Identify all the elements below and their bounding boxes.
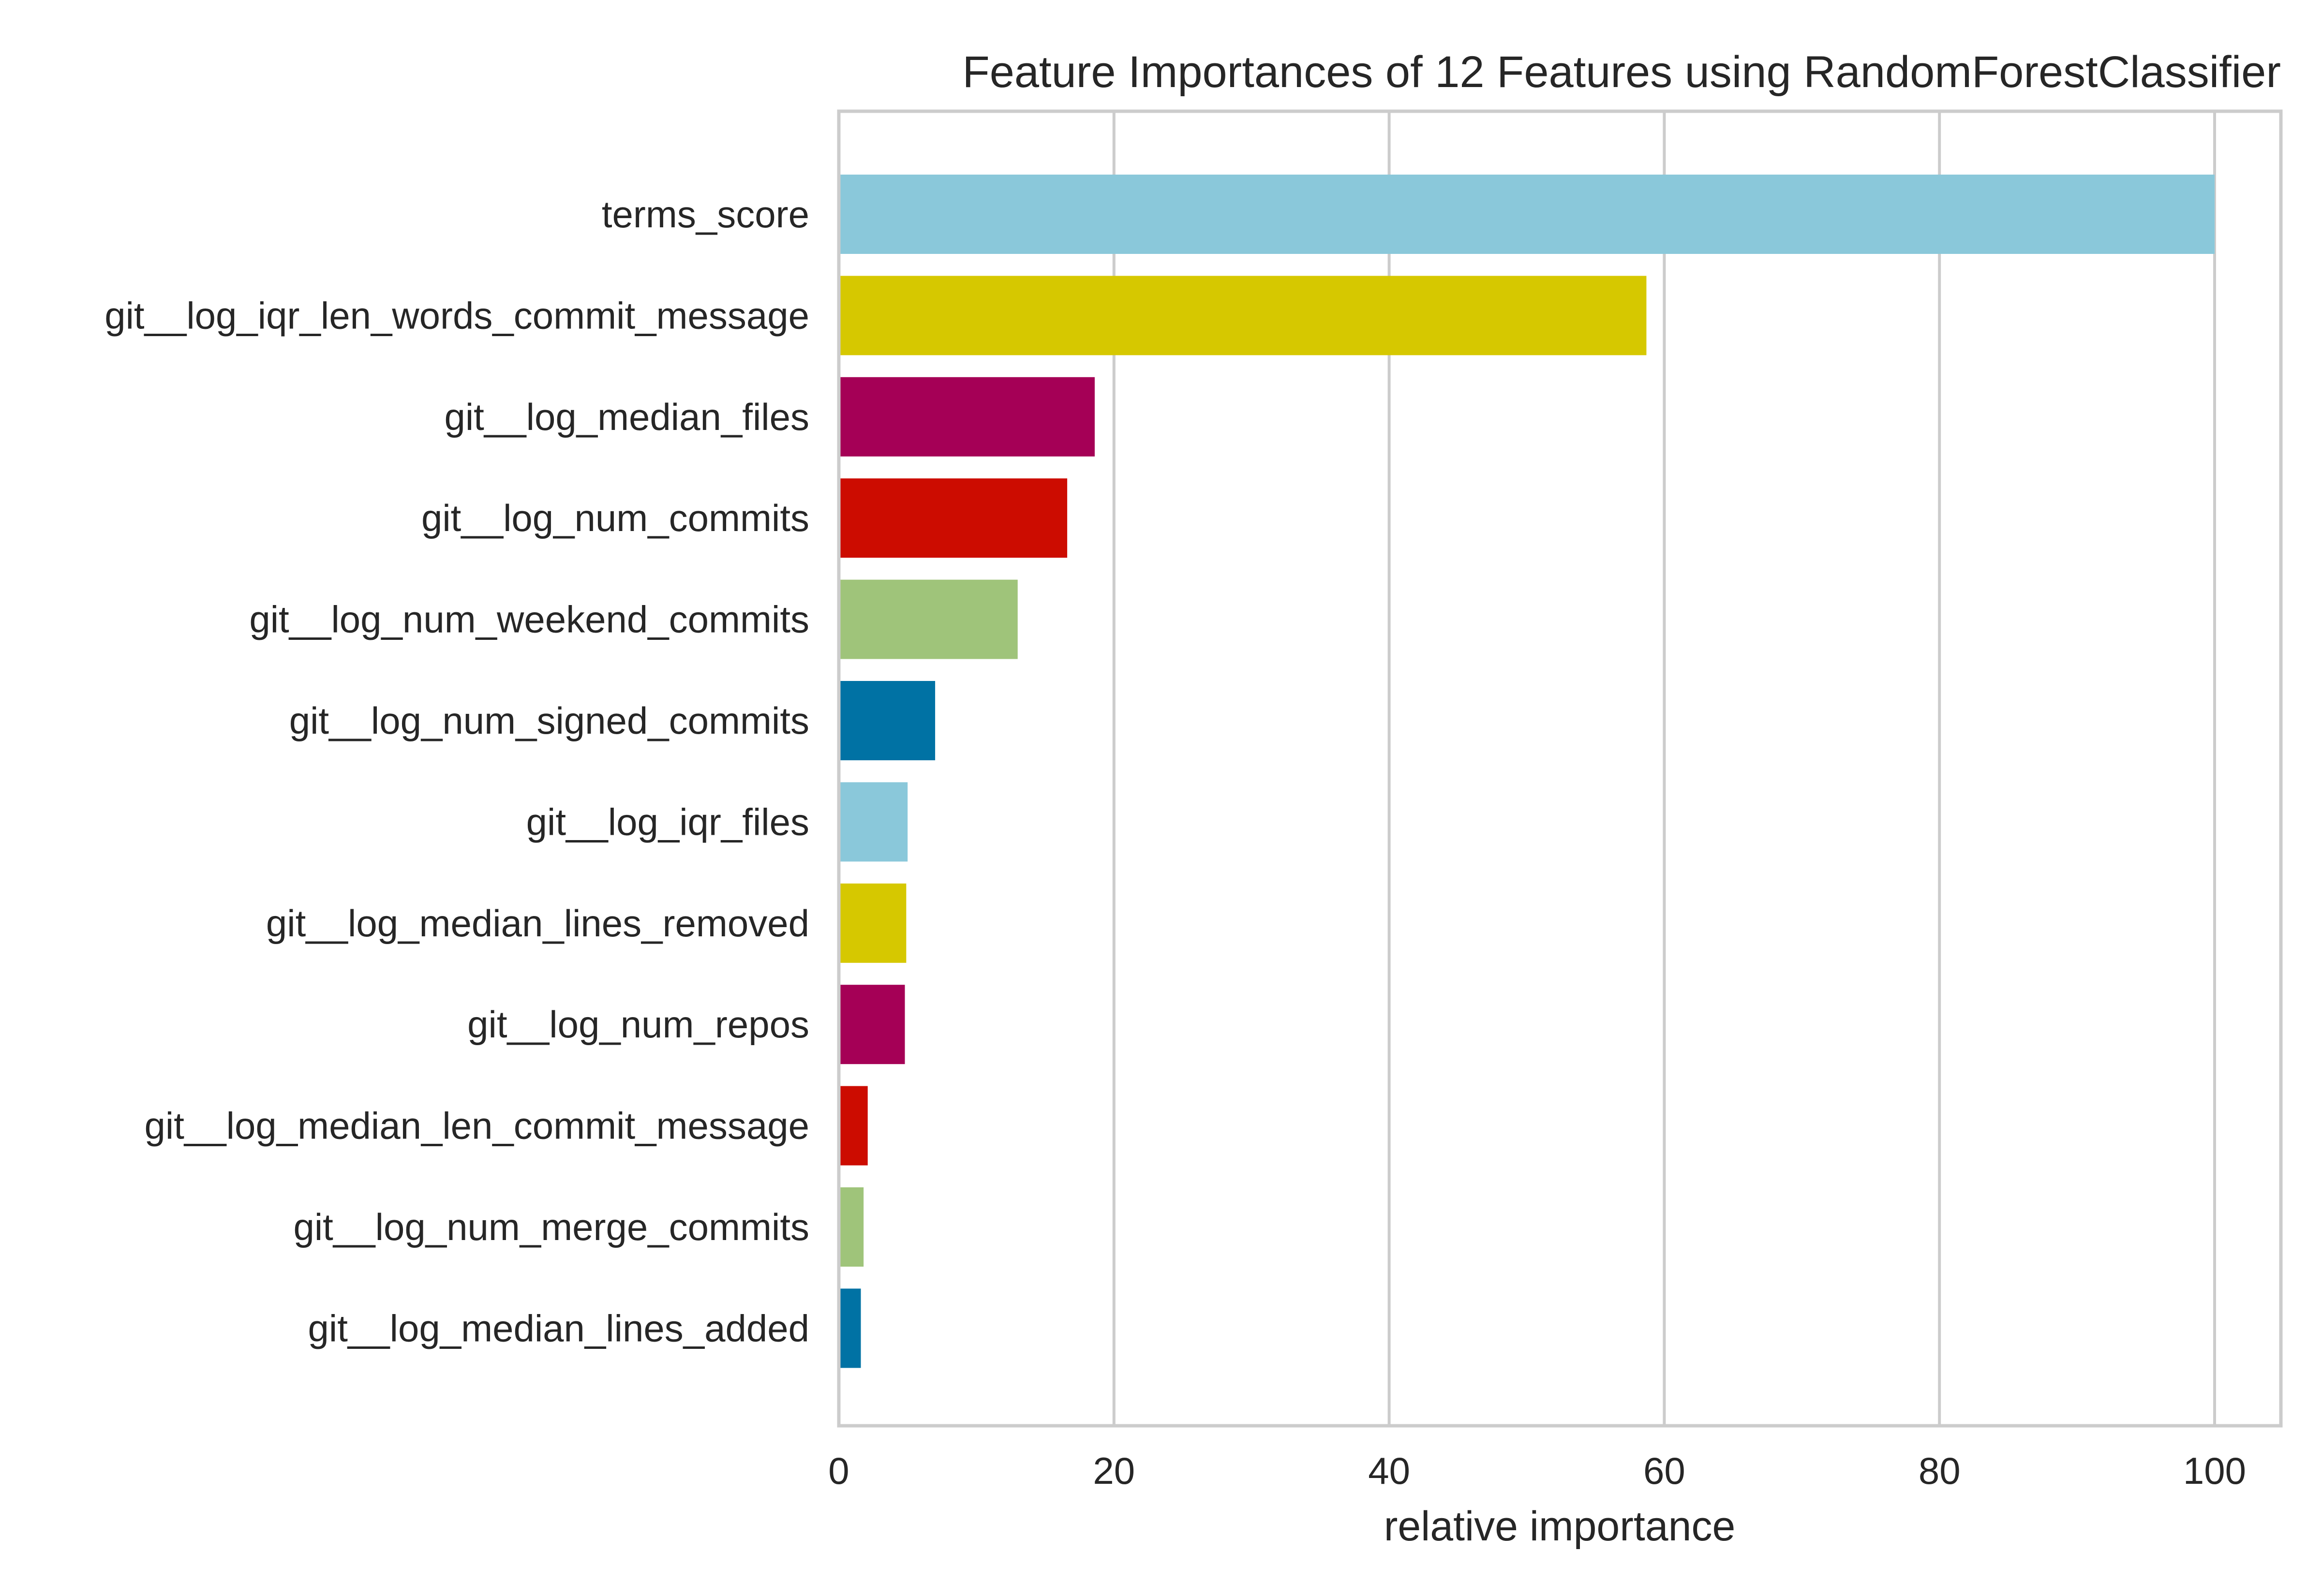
x-tick-label: 100 <box>2183 1449 2246 1492</box>
x-tick-label: 60 <box>1643 1449 1685 1492</box>
category-label: git__log_iqr_len_words_commit_message <box>104 294 809 337</box>
x-tick-label: 20 <box>1093 1449 1135 1492</box>
category-label: terms_score <box>602 193 809 236</box>
bar-git-log-median-files <box>839 377 1095 457</box>
category-label: git__log_median_lines_removed <box>266 902 809 945</box>
bar-git-log-median-len-commit-message <box>839 1086 868 1166</box>
plot-frame <box>837 109 2283 1428</box>
bar-git-log-median-lines-removed <box>839 883 907 963</box>
category-label-layer: terms_score git__log_iqr_len_words_commit… <box>104 193 809 1349</box>
category-label: git__log_median_len_commit_message <box>145 1105 809 1147</box>
bar-terms-score <box>839 175 2215 254</box>
category-label: git__log_num_signed_commits <box>289 699 809 742</box>
bar-git-log-median-lines-added <box>839 1288 861 1368</box>
bar-git-log-num-weekend-commits <box>839 579 1018 659</box>
category-label: git__log_median_files <box>444 396 809 438</box>
x-tick-label: 80 <box>1919 1449 1961 1492</box>
x-axis-label: relative importance <box>1384 1503 1736 1550</box>
bar-git-log-iqr-files <box>839 782 908 862</box>
bar-git-log-num-commits <box>839 478 1068 558</box>
category-label: git__log_median_lines_added <box>308 1307 809 1349</box>
bar-git-log-iqr-len-words-commit-message <box>839 276 1647 355</box>
bar-git-log-num-repos <box>839 985 905 1064</box>
bar-git-log-num-signed-commits <box>839 681 936 760</box>
chart-title: Feature Importances of 12 Features using… <box>963 47 2281 97</box>
category-label: git__log_num_merge_commits <box>293 1206 809 1248</box>
x-tick-label: 0 <box>828 1449 849 1492</box>
category-label: git__log_num_weekend_commits <box>249 598 809 641</box>
category-label: git__log_iqr_files <box>526 800 809 843</box>
category-label: git__log_num_repos <box>467 1003 809 1046</box>
category-label: git__log_num_commits <box>421 497 809 539</box>
x-tick-label: 40 <box>1368 1449 1410 1492</box>
bar-git-log-num-merge-commits <box>839 1187 864 1267</box>
bar-layer <box>839 175 2215 1368</box>
x-tick-layer: 0 20 40 60 80 100 <box>828 1449 2246 1492</box>
